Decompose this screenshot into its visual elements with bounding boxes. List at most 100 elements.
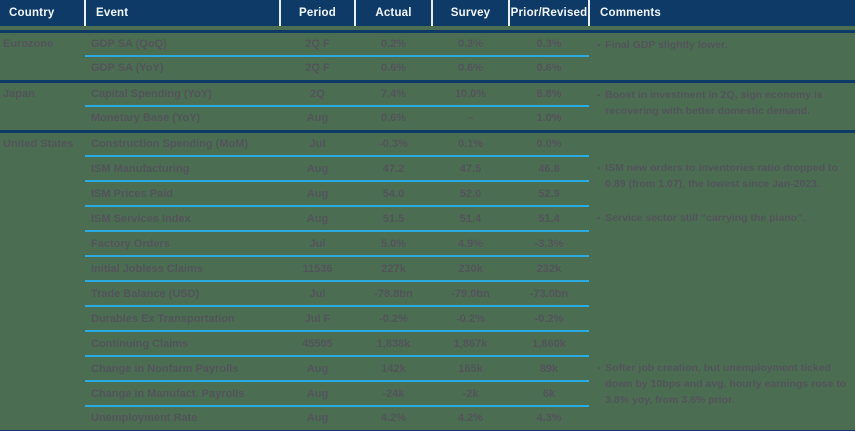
country-label	[0, 231, 85, 256]
country-label	[0, 331, 85, 356]
event-label: GDP SA (YoY)	[91, 62, 164, 75]
period-value: Jul F	[280, 306, 355, 332]
comment: • Boost in investment in 2Q, sign economy…	[597, 87, 853, 119]
actual-value: 4.2%	[355, 406, 432, 431]
survey-value: 52.0	[432, 181, 509, 207]
comment: • Final GDP slightly lower.	[597, 37, 853, 53]
event-label: Continuing Claims	[85, 331, 280, 357]
country-label	[0, 381, 85, 406]
comment: • Softer job creation, but unemployment t…	[597, 360, 853, 408]
actual-value: 1,838k	[355, 331, 432, 357]
comment-cell	[589, 56, 855, 81]
country-label	[0, 281, 85, 306]
actual-value: 54.0	[355, 181, 432, 207]
comment-cell: • ISM new orders to inventories ratio dro…	[589, 156, 855, 190]
event-label: ISM Prices Paid	[85, 181, 280, 207]
header-prior: Prior/Revised	[508, 0, 589, 26]
comment-cell	[589, 231, 855, 256]
country-label	[0, 256, 85, 281]
actual-value: 51.5	[355, 206, 432, 232]
country-label	[0, 106, 85, 131]
prior-value: 0.6%	[536, 62, 562, 75]
table-row: Factory Orders Jul 5.0% 4.9% -3.3%	[0, 231, 855, 257]
comment: • Service sector still “carrying the pian…	[597, 210, 853, 226]
survey-value: -2k	[432, 381, 509, 407]
table-row: Trade Balance (USD) Jul -78.8bn -79.0bn …	[0, 281, 855, 307]
country-label	[0, 181, 85, 206]
event-label: GDP SA (QoQ)	[85, 29, 280, 57]
actual-value: -0.2%	[355, 306, 432, 332]
table-row: Monetary Base (YoY) Aug 0.6% – 1.0%	[0, 106, 855, 131]
event-label: Unemployment Rate	[85, 406, 280, 431]
actual-value: 7.4%	[355, 79, 432, 107]
prior-value: 4.3%	[509, 406, 589, 431]
prior-value: 46.8	[509, 156, 589, 182]
prior-value: 89k	[509, 356, 589, 382]
prior-value: -3.3%	[509, 231, 589, 257]
period-value: Jul	[280, 129, 355, 157]
comment-text: Final GDP slightly lower.	[605, 38, 728, 51]
country-label	[0, 406, 85, 431]
event-label: Factory Orders	[85, 231, 280, 257]
period-value: 11536	[280, 256, 355, 282]
table-row: GDP SA (YoY) 2Q F 0.6% 0.6% 0.6%	[0, 56, 855, 81]
prior-value: 52.9	[509, 181, 589, 207]
country-label	[0, 156, 85, 181]
table-row: Change in Nonfarm Payrolls Aug 142k 165k…	[0, 356, 855, 406]
country-label	[0, 56, 85, 81]
survey-value: 0.1%	[432, 129, 509, 157]
comment-text: Softer job creation, but unemployment ti…	[605, 362, 847, 406]
period-value: Aug	[280, 406, 355, 431]
country-label	[0, 306, 85, 331]
prior-value: 0.0%	[509, 129, 589, 157]
actual-value: 227k	[355, 256, 432, 282]
prior-value: 51.4	[509, 206, 589, 232]
comment-cell	[589, 256, 855, 281]
period-value: Aug	[280, 381, 355, 407]
actual-value: 0.2%	[355, 29, 432, 57]
actual-value: -24k	[355, 381, 432, 407]
actual-value: -0.3%	[355, 129, 432, 157]
survey-value: 230k	[432, 256, 509, 282]
survey-value: -0.2%	[432, 306, 509, 332]
bullet-icon: •	[597, 39, 601, 50]
period-value: 2Q	[280, 79, 355, 107]
table-row: Unemployment Rate Aug 4.2% 4.2% 4.3%	[0, 406, 855, 431]
prior-value: 1.0%	[536, 112, 562, 125]
prior-value: 6k	[509, 381, 589, 407]
survey-value: 0.3%	[432, 29, 509, 57]
comment-text: Service sector still “carrying the piano…	[605, 212, 806, 224]
survey-value: 4.2%	[432, 406, 509, 431]
prior-value: 0.3%	[509, 29, 589, 57]
table-row: United States Construction Spending (MoM…	[0, 129, 855, 157]
table-row: Eurozone GDP SA (QoQ) 2Q F 0.2% 0.3% 0.3…	[0, 29, 855, 57]
comment-cell	[589, 129, 855, 156]
period-value: Aug	[280, 156, 355, 182]
actual-value: -78.8bn	[355, 281, 432, 307]
period-value: 45505	[280, 331, 355, 357]
comment-cell: • Softer job creation, but unemployment t…	[589, 356, 855, 406]
table-row: ISM Prices Paid Aug 54.0 52.0 52.9	[0, 181, 855, 207]
table-row: ISM Services Index Aug 51.5 51.4 51.4 • S…	[0, 206, 855, 232]
comment-cell	[589, 306, 855, 331]
bullet-icon: •	[597, 89, 601, 100]
actual-value: 0.6%	[380, 112, 407, 125]
period-value: Aug	[306, 112, 329, 125]
event-label: ISM Manufacturing	[85, 156, 280, 182]
country-label	[0, 206, 85, 231]
event-label: Monetary Base (YoY)	[91, 112, 201, 125]
period-value: Jul	[280, 281, 355, 307]
survey-value: -79.0bn	[432, 281, 509, 307]
period-value: Jul	[280, 231, 355, 257]
header-event: Event	[84, 0, 280, 26]
header-country: Country	[0, 0, 85, 26]
period-value: Aug	[280, 206, 355, 232]
country-label: United States	[0, 129, 85, 156]
actual-value: 47.2	[355, 156, 432, 182]
header-comments: Comments	[588, 0, 855, 26]
country-label: Japan	[0, 79, 85, 106]
survey-value: 1,867k	[432, 331, 509, 357]
comment-cell	[589, 331, 855, 356]
comment-cell: • Service sector still “carrying the pian…	[589, 206, 855, 231]
